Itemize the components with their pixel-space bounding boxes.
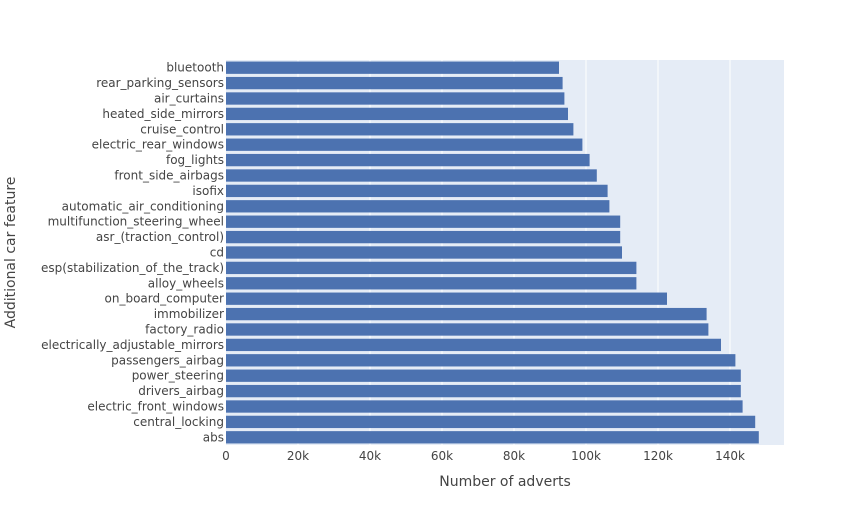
y-tick-label: on_board_computer [105, 292, 225, 306]
bar [226, 169, 597, 182]
bar [226, 400, 743, 413]
bar [226, 246, 622, 259]
bar [226, 92, 565, 105]
bar [226, 354, 736, 367]
bar [226, 76, 563, 90]
bar [226, 184, 608, 198]
x-tick-label: 40k [359, 449, 381, 463]
y-tick-label: rear_parking_sensors [96, 76, 224, 90]
y-tick-label: isofix [192, 184, 224, 198]
bar [226, 138, 583, 151]
bar [226, 431, 759, 444]
y-tick-label: factory_radio [145, 323, 224, 337]
y-tick-label: multifunction_steering_wheel [48, 215, 224, 229]
x-axis-title: Number of adverts [439, 474, 571, 490]
bar [226, 215, 621, 228]
bar [226, 384, 741, 398]
y-tick-label: fog_lights [166, 153, 224, 167]
bar [226, 369, 741, 382]
y-tick-label: air_curtains [154, 92, 224, 106]
y-tick-label: immobilizer [154, 307, 224, 321]
y-tick-label: asr_(traction_control) [96, 230, 224, 244]
x-tick-label: 140k [715, 449, 745, 463]
bar [226, 261, 637, 275]
y-tick-label: electric_front_windows [87, 400, 224, 414]
y-tick-label: drivers_airbag [138, 384, 224, 398]
bar [226, 153, 590, 167]
bar [226, 415, 756, 429]
bar [226, 277, 637, 290]
bar [226, 307, 707, 321]
y-tick-label: power_steering [132, 369, 224, 383]
bar [226, 61, 559, 74]
x-tick-label: 120k [643, 449, 673, 463]
bar [226, 323, 709, 336]
bar [226, 338, 721, 352]
y-tick-label: abs [203, 430, 224, 444]
y-tick-label: bluetooth [166, 61, 224, 75]
y-axis-title: Additional car feature [3, 177, 19, 329]
y-tick-label: electric_rear_windows [92, 138, 224, 152]
x-tick-label: 60k [431, 449, 453, 463]
x-tick-label: 0 [222, 449, 230, 463]
bar [226, 292, 667, 305]
x-tick-labels: 0 20k 40k 60k 80k 100k 120k 140k [222, 449, 745, 463]
x-tick-label: 20k [287, 449, 309, 463]
bar [226, 230, 621, 244]
y-tick-label: esp(stabilization_of_the_track) [41, 261, 224, 275]
y-tick-label: front_side_airbags [114, 169, 224, 183]
y-tick-label: cruise_control [140, 122, 224, 136]
y-tick-label: passengers_airbag [111, 353, 224, 367]
bar [226, 123, 574, 136]
x-tick-label: 80k [503, 449, 525, 463]
x-tick-label: 100k [571, 449, 601, 463]
y-tick-label: alloy_wheels [148, 276, 224, 290]
y-tick-label: automatic_air_conditioning [62, 199, 224, 213]
y-tick-label: heated_side_mirrors [102, 107, 224, 121]
bars [226, 61, 759, 444]
bar [226, 107, 568, 121]
bar [226, 200, 610, 213]
y-tick-label: electrically_adjustable_mirrors [41, 338, 224, 352]
y-tick-label: central_locking [133, 415, 224, 429]
y-tick-label: cd [210, 246, 224, 260]
